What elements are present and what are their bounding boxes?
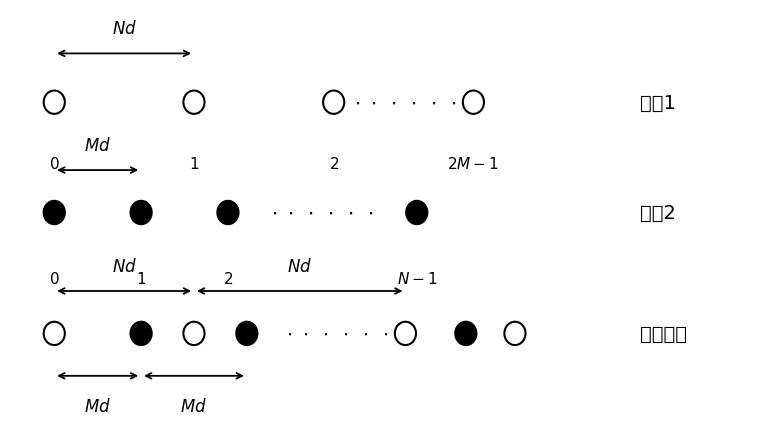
- Text: $0$: $0$: [49, 270, 60, 286]
- Text: $\cdot\ \cdot\ \cdot\ \cdot\ \cdot\ \cdot$: $\cdot\ \cdot\ \cdot\ \cdot\ \cdot\ \cdo…: [354, 93, 457, 112]
- Text: $Nd$: $Nd$: [111, 20, 136, 38]
- Text: $0$: $0$: [49, 156, 60, 172]
- Text: $N-1$: $N-1$: [396, 270, 437, 286]
- Text: 子阸2: 子阸2: [640, 204, 675, 222]
- Text: $2$: $2$: [329, 156, 339, 172]
- Text: $\cdot\ \cdot\ \cdot\ \cdot\ \cdot\ \cdot$: $\cdot\ \cdot\ \cdot\ \cdot\ \cdot\ \cdo…: [271, 204, 374, 222]
- Text: $2M-1$: $2M-1$: [447, 156, 500, 172]
- Ellipse shape: [44, 201, 65, 225]
- Text: $2$: $2$: [223, 270, 233, 286]
- Ellipse shape: [236, 322, 258, 345]
- Ellipse shape: [456, 322, 477, 345]
- Ellipse shape: [130, 322, 152, 345]
- Ellipse shape: [218, 201, 239, 225]
- Text: $Md$: $Md$: [84, 397, 111, 415]
- Text: $1$: $1$: [136, 270, 146, 286]
- Ellipse shape: [130, 201, 152, 225]
- Text: 互质线阵: 互质线阵: [640, 324, 687, 343]
- Text: $Nd$: $Nd$: [287, 257, 312, 275]
- Text: $Md$: $Md$: [84, 137, 111, 155]
- Ellipse shape: [406, 201, 428, 225]
- Text: 子阸1: 子阸1: [640, 93, 675, 112]
- Text: $Md$: $Md$: [180, 397, 208, 415]
- Text: $Nd$: $Nd$: [111, 257, 136, 275]
- Text: $1$: $1$: [189, 156, 199, 172]
- Text: $\cdot\ \cdot\ \cdot\ \cdot\ \cdot\ \cdot$: $\cdot\ \cdot\ \cdot\ \cdot\ \cdot\ \cdo…: [286, 324, 389, 343]
